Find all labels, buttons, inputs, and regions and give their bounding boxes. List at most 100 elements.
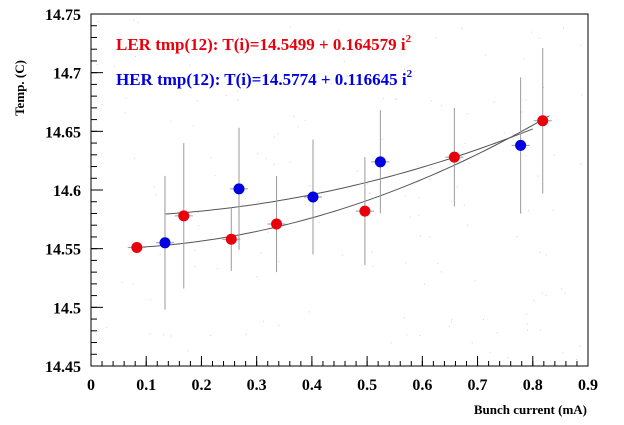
noise-dot: [288, 83, 290, 85]
noise-dot: [97, 331, 99, 333]
noise-dot: [430, 100, 432, 102]
noise-dot: [369, 192, 371, 194]
noise-dot: [96, 333, 97, 335]
data-point-her: [159, 237, 171, 249]
noise-dot: [484, 54, 486, 56]
noise-dot: [561, 288, 563, 290]
noise-dot: [552, 209, 554, 211]
plot-frame: [90, 13, 589, 367]
noise-dot: [441, 271, 442, 273]
noise-dot: [371, 251, 373, 253]
noise-dot: [580, 163, 582, 165]
x-tick-label: 0.6: [412, 377, 432, 394]
data-point-her: [374, 156, 386, 168]
data-point-ler: [178, 210, 190, 222]
noise-dot: [278, 324, 280, 326]
legend-her-label: HER tmp(12): T(i)=14.5774 + 0.116645 i: [116, 70, 407, 89]
noise-dot: [483, 319, 484, 321]
noise-dot: [194, 266, 196, 268]
noise-dot: [449, 163, 451, 165]
noise-dot: [330, 83, 332, 84]
noise-dot: [260, 252, 262, 254]
noise-dot: [493, 101, 495, 103]
noise-dot: [262, 320, 264, 322]
noise-dot: [523, 58, 525, 60]
noise-dot: [366, 183, 368, 185]
y-tick-label: 14.75: [45, 7, 81, 24]
noise-dot: [274, 136, 275, 138]
noise-dot: [461, 27, 463, 29]
noise-dot: [451, 201, 453, 203]
noise-dot: [289, 26, 291, 28]
x-axis-title: Bunch current (mA): [474, 402, 587, 417]
noise-dot: [341, 254, 343, 256]
x-tick-label: 0.5: [357, 377, 377, 394]
noise-dot: [474, 280, 476, 282]
noise-dot: [343, 60, 345, 62]
noise-dot: [448, 326, 450, 328]
noise-dot: [579, 345, 581, 347]
noise-dot: [304, 119, 306, 121]
noise-dot: [153, 186, 155, 188]
noise-dot: [525, 99, 527, 101]
noise-dot: [451, 321, 452, 323]
noise-dot: [575, 359, 577, 360]
noise-dot: [419, 235, 421, 237]
data-point-her: [515, 139, 527, 151]
noise-dot: [404, 317, 405, 319]
noise-dot: [496, 332, 498, 334]
noise-dot: [196, 100, 198, 102]
y-tick-label: 14.5: [53, 300, 81, 317]
noise-dot: [543, 87, 545, 89]
noise-dot: [489, 352, 491, 354]
noise-dot: [198, 225, 200, 227]
noise-dot: [562, 352, 564, 354]
noise-dot: [257, 152, 258, 154]
fit-curve-ler: [135, 115, 550, 249]
noise-dot: [124, 112, 126, 114]
noise-dot: [114, 65, 115, 67]
noise-dot: [289, 161, 291, 163]
noise-dot: [267, 231, 269, 233]
noise-dot: [216, 267, 218, 269]
noise-dot: [464, 143, 466, 144]
noise-dot: [214, 175, 216, 177]
noise-dot: [456, 186, 458, 188]
noise-dot: [545, 295, 547, 297]
x-tick-label: 0: [87, 377, 95, 394]
noise-dot: [525, 155, 527, 157]
noise-dot: [98, 21, 99, 23]
noise-dot: [526, 323, 528, 325]
noise-dot: [507, 357, 509, 358]
noise-dot: [451, 319, 453, 321]
y-axis-title: Temp. (C): [12, 60, 27, 116]
noise-dot: [265, 158, 267, 160]
noise-dot: [429, 179, 431, 180]
data-point-ler: [271, 218, 283, 230]
data-point-ler: [448, 151, 460, 163]
y-tick-label: 14.7: [53, 66, 81, 83]
noise-dot: [346, 75, 348, 77]
data-point-her: [233, 183, 245, 195]
data-point-ler: [359, 205, 371, 217]
noise-dot: [418, 197, 420, 199]
noise-dot: [170, 45, 172, 47]
noise-dot: [150, 299, 152, 301]
noise-dot: [468, 162, 470, 164]
noise-dot: [539, 251, 541, 253]
noise-dot: [338, 30, 340, 32]
noise-dot: [545, 254, 547, 256]
noise-dot: [404, 68, 405, 70]
y-tick-label: 14.65: [45, 124, 81, 141]
noise-dot: [187, 350, 189, 352]
noise-dot: [277, 133, 279, 135]
noise-dot: [404, 195, 406, 197]
noise-dot: [437, 263, 439, 265]
noise-dot: [418, 214, 420, 216]
noise-dot: [278, 261, 280, 263]
noise-dot: [301, 85, 303, 86]
noise-dot: [155, 194, 157, 196]
noise-dot: [382, 98, 384, 100]
noise-dot: [308, 311, 310, 313]
noise-dot: [96, 64, 98, 66]
